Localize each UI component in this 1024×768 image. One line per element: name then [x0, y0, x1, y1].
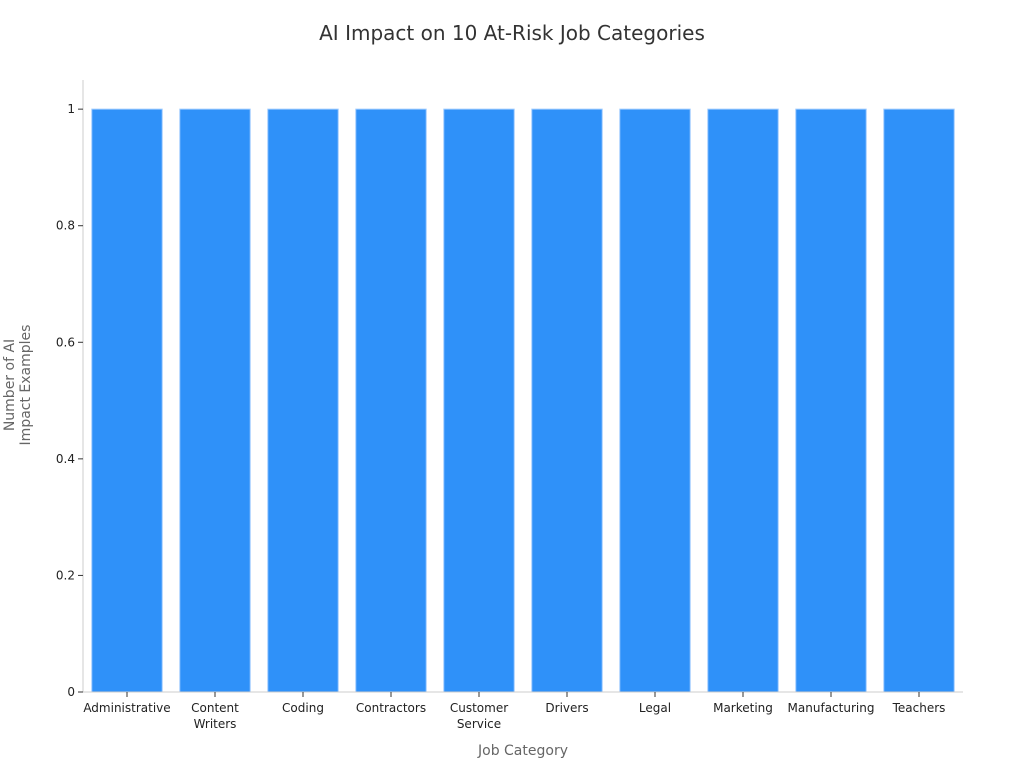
bar[interactable]	[355, 108, 427, 693]
x-tick-label-line: Manufacturing	[788, 701, 875, 715]
chart-title: AI Impact on 10 At-Risk Job Categories	[319, 21, 705, 45]
bar[interactable]	[267, 108, 339, 693]
y-ticks-group: 0 0.2 0.4 0.6 0.8 1	[56, 102, 83, 699]
y-axis-title-line: Impact Examples	[18, 325, 34, 446]
x-tick-label: Contractors	[356, 701, 426, 715]
bar[interactable]	[91, 108, 163, 693]
bar[interactable]	[707, 108, 779, 693]
bar[interactable]	[795, 108, 867, 693]
y-tick-label: 0.2	[56, 568, 75, 582]
x-tick-label-line: Content	[191, 701, 239, 715]
y-axis-title: Number of AIImpact Examples	[2, 325, 34, 446]
y-tick-label: 1	[67, 102, 75, 116]
x-tick-label: Customer Service	[450, 701, 508, 731]
bar[interactable]	[619, 108, 691, 693]
x-tick-label: Legal	[639, 701, 671, 715]
bars-group	[91, 108, 955, 693]
bar[interactable]	[531, 108, 603, 693]
x-tick-label-line: Administrative	[83, 701, 170, 715]
x-tick-label: Administrative	[83, 701, 170, 715]
x-tick-label: Teachers	[892, 701, 946, 715]
x-tick-label-line: Marketing	[713, 701, 773, 715]
bar[interactable]	[443, 108, 515, 693]
x-tick-label-line: Customer	[450, 701, 508, 715]
x-tick-label: Manufacturing	[788, 701, 875, 715]
x-tick-label-line: Teachers	[892, 701, 946, 715]
x-tick-label-line: Drivers	[545, 701, 588, 715]
bar[interactable]	[179, 108, 251, 693]
x-tick-label-line: Coding	[282, 701, 324, 715]
x-tick-label-line: Writers	[194, 717, 237, 731]
x-tick-label-line: Legal	[639, 701, 671, 715]
y-tick-label: 0.4	[56, 452, 75, 466]
x-tick-label-line: Service	[457, 717, 501, 731]
x-tick-label-line: Contractors	[356, 701, 426, 715]
y-tick-label: 0	[67, 685, 75, 699]
x-tick-label: Coding	[282, 701, 324, 715]
bar[interactable]	[883, 108, 955, 693]
x-ticks-group: Administrative Content Writers Coding Contra…	[83, 692, 945, 731]
x-tick-label: Drivers	[545, 701, 588, 715]
y-axis-title-line: Number of AI	[2, 339, 18, 431]
x-tick-label: Marketing	[713, 701, 773, 715]
x-axis-title: Job Category	[477, 743, 568, 759]
y-tick-label: 0.6	[56, 335, 75, 349]
x-tick-label: Content Writers	[191, 701, 239, 731]
y-tick-label: 0.8	[56, 219, 75, 233]
